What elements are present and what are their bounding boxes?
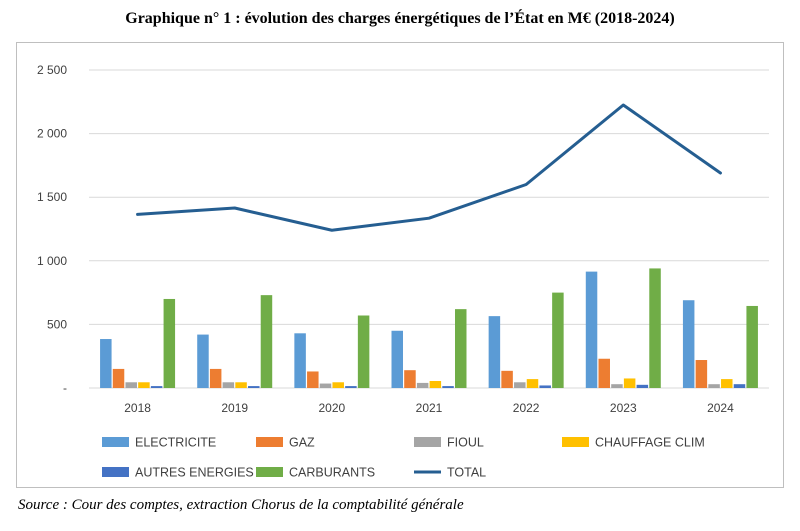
- x-tick-label: 2024: [707, 401, 734, 415]
- bar-gaz: [598, 358, 610, 388]
- bar-gaz: [307, 371, 319, 388]
- bar-chauffage-clim: [526, 379, 539, 388]
- legend-label-carburants: CARBURANTS: [289, 466, 375, 480]
- legend-swatch-electricite: [102, 437, 129, 447]
- bar-autres-energies: [539, 385, 551, 388]
- bar-gaz: [112, 368, 125, 388]
- bar-carburants: [163, 298, 176, 388]
- legend-label-electricite: ELECTRICITE: [135, 436, 216, 450]
- bar-chauffage-clim: [623, 378, 636, 388]
- chart-title: Graphique n° 1 : évolution des charges é…: [125, 10, 675, 27]
- bar-autres-energies: [636, 384, 649, 388]
- bar-electricite: [682, 300, 695, 388]
- legend-label-gaz: GAZ: [289, 436, 315, 450]
- bar-autres-energies: [345, 386, 357, 388]
- x-tick-label: 2020: [319, 401, 346, 415]
- legend-swatch-autres-energies: [102, 467, 129, 477]
- bar-carburants: [357, 315, 370, 388]
- bar-autres-energies: [248, 386, 260, 388]
- bar-fioul: [611, 384, 623, 388]
- bar-gaz: [404, 370, 416, 388]
- bar-electricite: [100, 339, 112, 388]
- bar-autres-energies: [442, 386, 454, 388]
- legend-label-autres-energies: AUTRES ENERGIES: [135, 466, 254, 480]
- bar-chauffage-clim: [235, 382, 247, 388]
- x-tick-label: 2023: [610, 401, 637, 415]
- bar-autres-energies: [733, 384, 746, 388]
- bar-fioul: [708, 384, 720, 388]
- bar-chauffage-clim: [332, 382, 344, 388]
- bar-chauffage-clim: [138, 382, 150, 388]
- bar-fioul: [125, 382, 137, 388]
- y-tick-label: 2 500: [37, 63, 67, 77]
- y-tick-label: 2 000: [37, 127, 67, 141]
- y-tick-label: 1 500: [37, 190, 67, 204]
- bar-electricite: [294, 333, 306, 388]
- source-note: Source : Cour des comptes, extraction Ch…: [18, 497, 464, 513]
- bar-chauffage-clim: [429, 381, 442, 388]
- bar-electricite: [488, 316, 501, 388]
- legend-label-total: TOTAL: [447, 466, 486, 480]
- bar-carburants: [552, 292, 564, 388]
- x-tick-label: 2018: [124, 401, 151, 415]
- legend-label-chauffage-clim: CHAUFFAGE CLIM: [595, 436, 705, 450]
- bar-carburants: [649, 268, 661, 388]
- bar-fioul: [514, 382, 526, 388]
- legend-swatch-gaz: [256, 437, 283, 447]
- chart-frame: [16, 42, 784, 488]
- bar-autres-energies: [150, 386, 163, 388]
- bar-carburants: [455, 309, 467, 388]
- legend-swatch-carburants: [256, 467, 283, 477]
- line-total: [136, 103, 722, 232]
- x-tick-label: 2021: [416, 401, 443, 415]
- bar-gaz: [209, 368, 222, 388]
- bar-gaz: [501, 370, 513, 388]
- chart-svg: - 500 1 000 1 500 2 000 2 500 2018 2019 2020 2021…: [37, 63, 769, 480]
- y-tick-label: -: [63, 381, 67, 395]
- x-tick-label: 2022: [513, 401, 540, 415]
- bar-fioul: [319, 383, 332, 388]
- bar-fioul: [222, 382, 235, 388]
- bar-gaz: [695, 360, 708, 388]
- legend-swatch-chauffage-clim: [562, 437, 589, 447]
- y-tick-label: 500: [47, 317, 67, 331]
- bar-electricite: [585, 271, 598, 388]
- bar-electricite: [391, 330, 403, 388]
- bar-carburants: [746, 305, 758, 388]
- x-tick-label: 2019: [221, 401, 248, 415]
- bar-carburants: [260, 295, 273, 388]
- legend-label-fioul: FIOUL: [447, 436, 484, 450]
- bar-chauffage-clim: [721, 379, 733, 388]
- bar-electricite: [197, 334, 209, 388]
- y-tick-label: 1 000: [37, 254, 67, 268]
- legend-swatch-fioul: [414, 437, 441, 447]
- bar-fioul: [416, 382, 429, 388]
